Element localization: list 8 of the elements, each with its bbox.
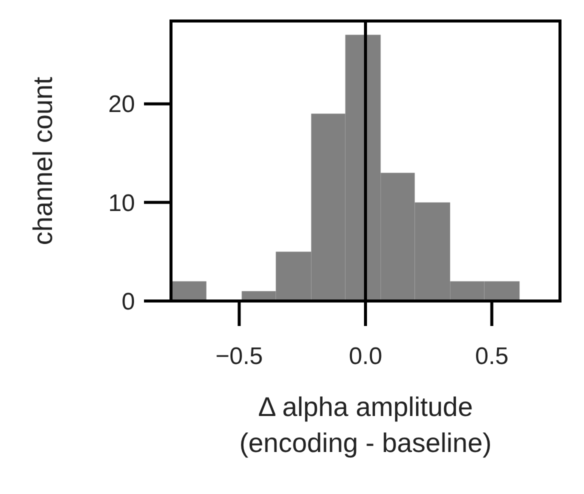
y-tick-label: 10: [108, 190, 135, 217]
y-tick-label: 0: [122, 288, 135, 316]
x-tick-label: 0.0: [348, 343, 382, 370]
x-axis-title: Δ alpha amplitude (encoding - baseline): [239, 392, 492, 458]
x-tick-label: 0.5: [475, 343, 508, 370]
y-tick-label: 20: [108, 91, 135, 118]
x-tick-label: −0.5: [216, 343, 263, 370]
y-axis-title: channel count: [28, 76, 58, 246]
